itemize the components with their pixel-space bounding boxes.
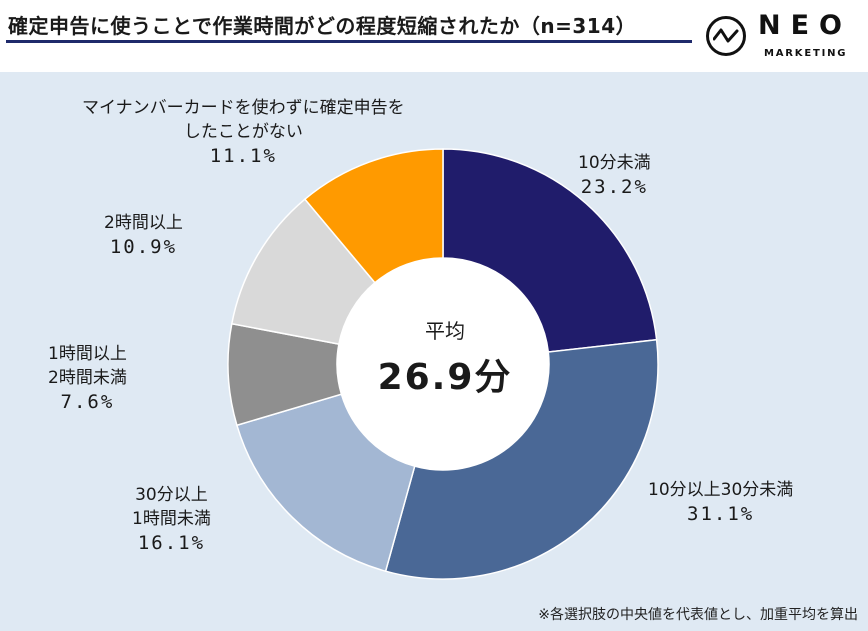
slice-percent: 23.2% (580, 176, 648, 198)
logo-subtitle: MARKETING (764, 48, 848, 59)
footnote: ※各選択肢の中央値を代表値とし、加重平均を算出 (538, 607, 858, 623)
slice-label-text-2: したことがない (183, 122, 303, 142)
slice-percent: 31.1% (687, 503, 755, 525)
slice-label-text: マイナンバーカードを使わずに確定申告を (82, 98, 405, 118)
logo-wordmark: NEO (758, 10, 852, 41)
title-underline (6, 40, 692, 43)
slice-label-over-2h: 2時間以上 10.9% (104, 211, 183, 259)
slice-label-text-2: 2時間未満 (48, 368, 127, 388)
slice-percent: 10.9% (109, 236, 178, 258)
donut-hole (337, 258, 549, 470)
slice-label-10-30min: 10分以上30分未満 31.1% (648, 478, 793, 526)
slice-label-30min-1h: 30分以上 1時間未満 16.1% (132, 483, 211, 555)
slice-percent: 11.1% (209, 145, 277, 167)
slice-label-text: 1時間以上 (48, 344, 127, 364)
center-average-value: 26.9分 (377, 357, 513, 398)
header: 確定申告に使うことで作業時間がどの程度短縮されたか（n=314） NEO MAR… (0, 0, 868, 72)
slice-percent: 7.6% (60, 391, 115, 413)
slice-label-text: 10分以上30分未満 (648, 480, 794, 500)
slice-label-never-used: マイナンバーカードを使わずに確定申告を したことがない 11.1% (82, 96, 405, 168)
slice-label-under-10min: 10分未満 23.2% (578, 151, 651, 199)
neo-marketing-logo: NEO MARKETING (706, 8, 862, 66)
slice-label-text: 2時間以上 (104, 213, 183, 233)
logo-wave-icon (706, 16, 746, 56)
center-average-label: 平均 (425, 319, 465, 343)
slice-label-text-2: 1時間未満 (132, 509, 211, 529)
chart-title: 確定申告に使うことで作業時間がどの程度短縮されたか（n=314） (8, 14, 637, 38)
slice-label-text: 30分以上 (135, 485, 208, 505)
slice-label-text: 10分未満 (578, 153, 651, 173)
slice-label-1h-2h: 1時間以上 2時間未満 7.6% (48, 342, 127, 414)
slice-percent: 16.1% (137, 532, 206, 554)
pie-slice-10-30min (384, 338, 659, 580)
